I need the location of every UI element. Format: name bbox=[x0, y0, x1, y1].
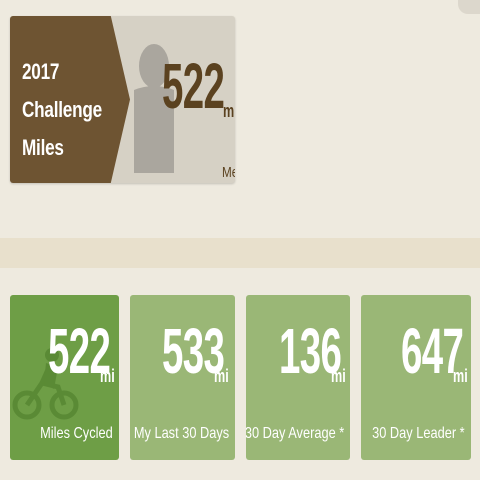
stat-label: 30 Day Leader * bbox=[372, 425, 465, 442]
challenge-title-year: 2017 bbox=[22, 59, 60, 84]
challenge-arrow-banner bbox=[10, 16, 130, 183]
stat-card-miles-cycled[interactable]: 522 mi Miles Cycled bbox=[10, 295, 119, 460]
stat-value: 647 bbox=[401, 315, 464, 387]
challenge-value: 522 bbox=[162, 50, 225, 122]
corner-tab[interactable] bbox=[458, 0, 480, 14]
stat-value: 136 bbox=[279, 315, 342, 387]
stat-label: Miles Cycled bbox=[40, 425, 113, 442]
stat-unit: mi bbox=[100, 366, 115, 386]
challenge-title-word: Challenge bbox=[22, 97, 102, 122]
section-divider bbox=[0, 238, 480, 268]
stat-label: My Last 30 Days bbox=[133, 425, 229, 442]
stat-value: 533 bbox=[162, 315, 225, 387]
challenge-title-unit: Miles bbox=[22, 135, 64, 160]
stat-card-30-day-leader[interactable]: 647 mi 30 Day Leader * bbox=[361, 295, 471, 460]
stat-card-30-day-average[interactable]: 136 mi 30 Day Average * bbox=[246, 295, 350, 460]
stat-unit: mi bbox=[331, 366, 346, 386]
stat-label: 30 Day Average * bbox=[246, 425, 344, 442]
bicycle-rider-icon bbox=[12, 348, 79, 420]
challenge-miles-card[interactable]: 2017 Challenge Miles 522 mi Me bbox=[10, 16, 235, 183]
person-silhouette-icon bbox=[134, 44, 174, 173]
stat-unit: mi bbox=[453, 366, 468, 386]
challenge-title: 2017 Challenge Miles bbox=[22, 53, 102, 167]
stat-unit: mi bbox=[214, 366, 229, 386]
stat-card-last-30-days[interactable]: 533 mi My Last 30 Days bbox=[130, 295, 235, 460]
stat-value: 522 bbox=[48, 315, 111, 387]
challenge-unit: mi bbox=[223, 101, 235, 121]
challenge-owner-label: Me bbox=[222, 164, 235, 181]
